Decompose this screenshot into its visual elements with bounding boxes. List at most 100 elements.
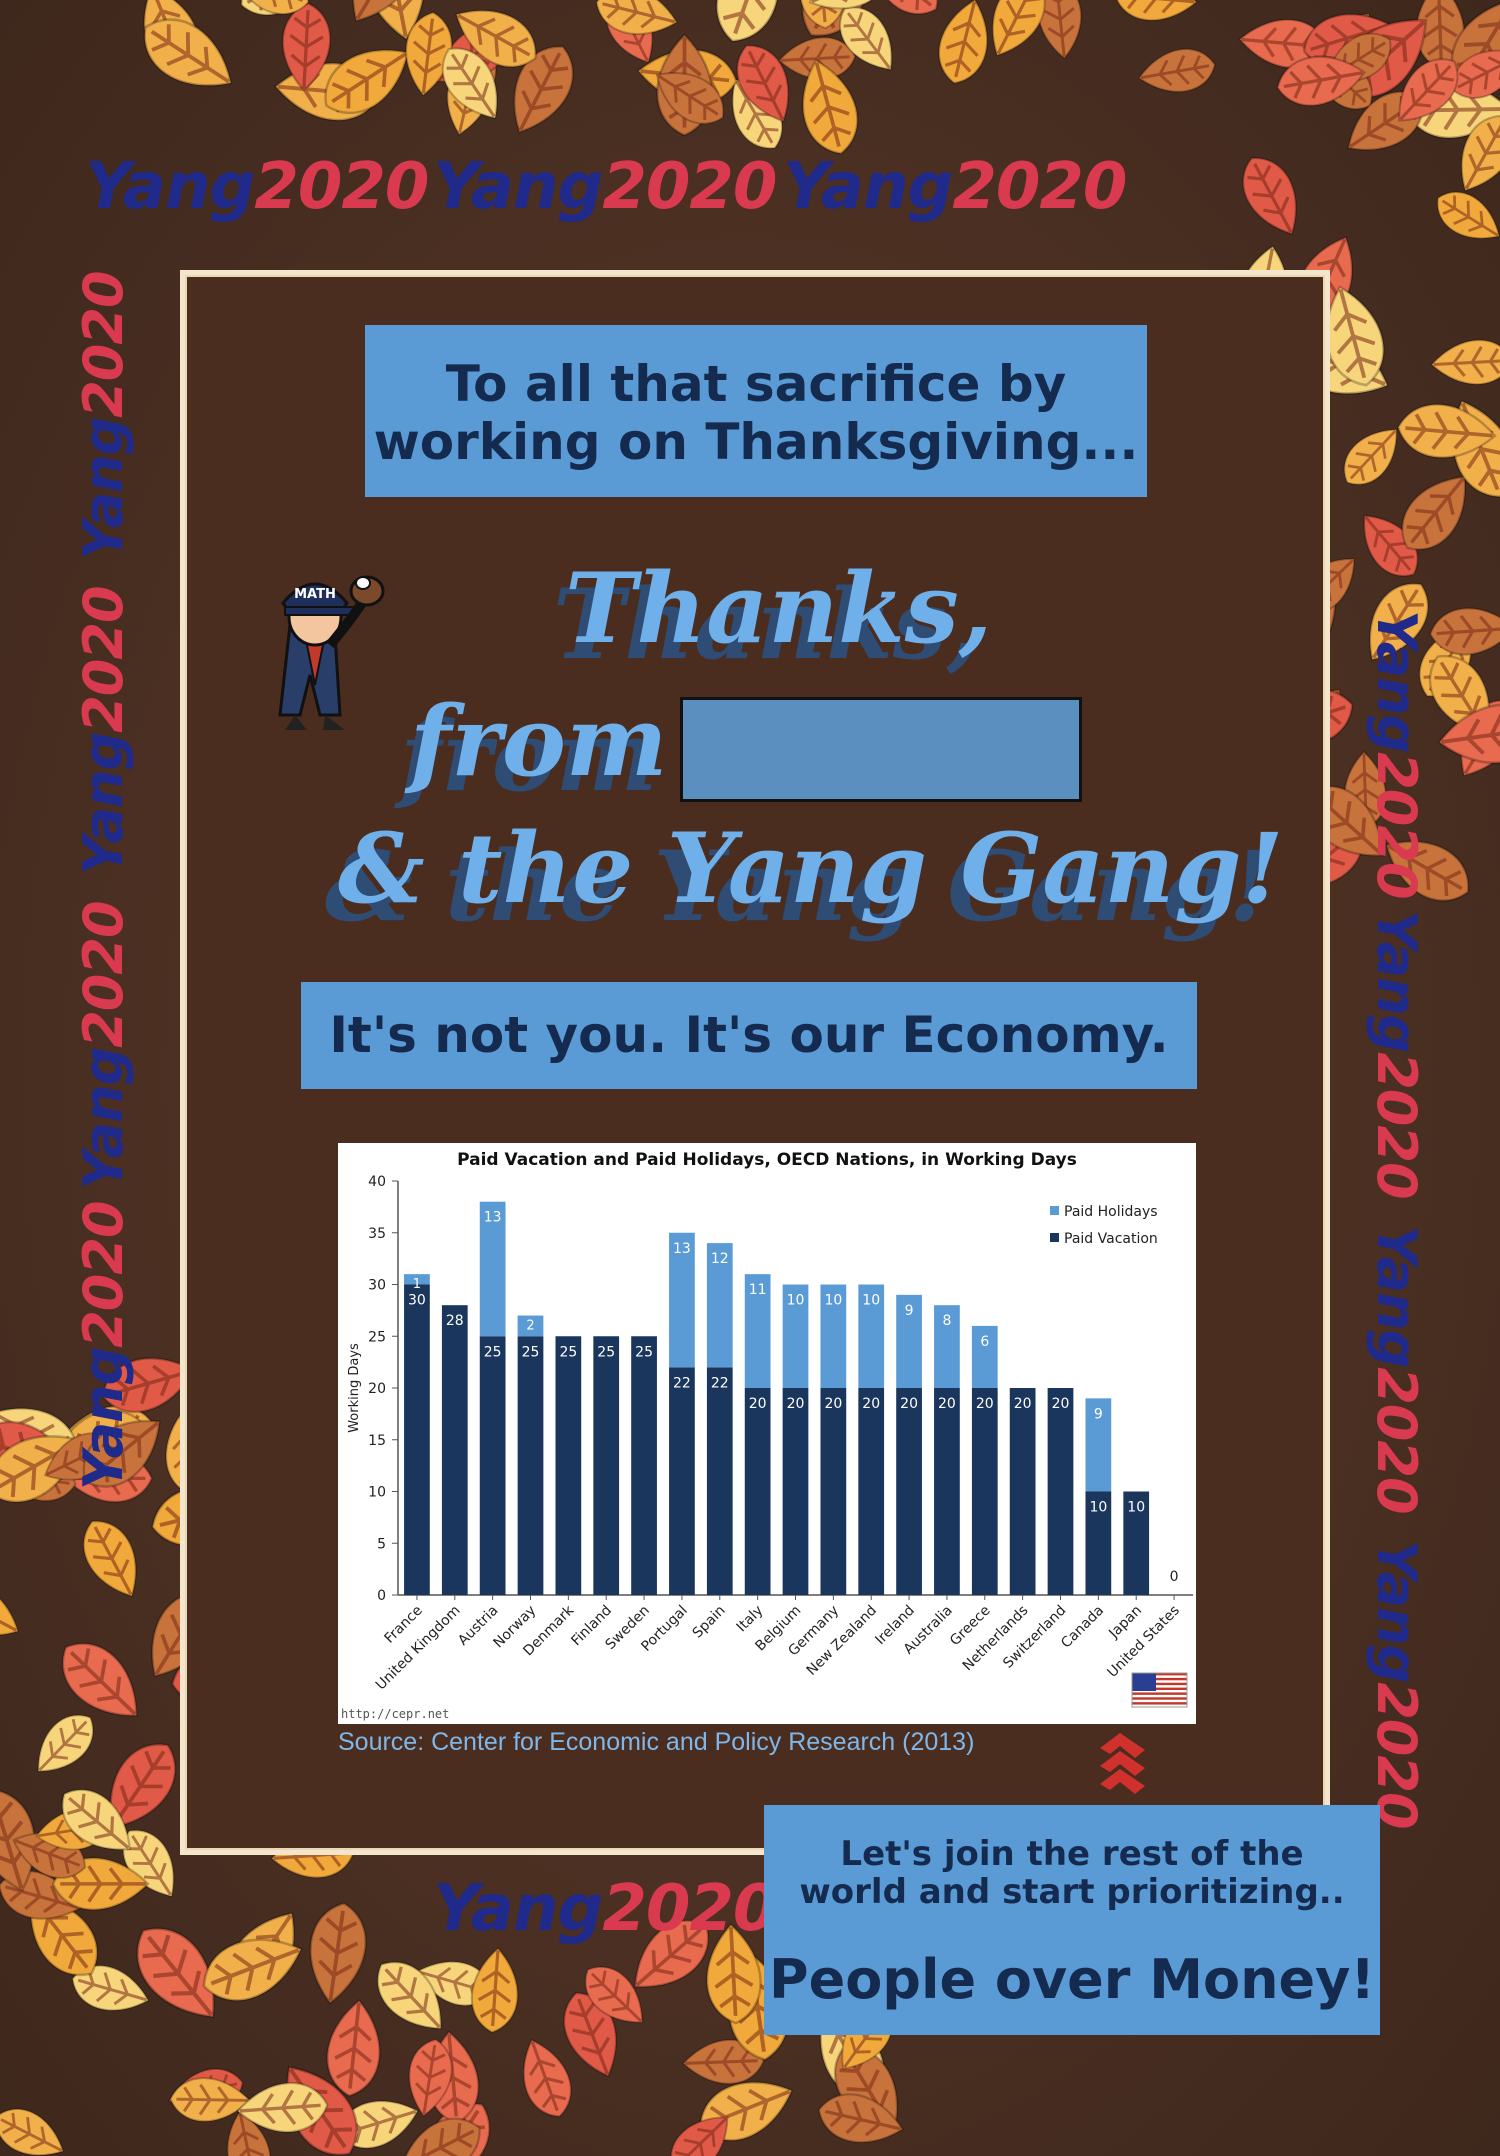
x-tick-label: Spain xyxy=(690,1603,729,1642)
leaf-icon xyxy=(0,1788,36,1893)
chart-watermark: http://cepr.net xyxy=(341,1707,449,1721)
bar-paid-holidays xyxy=(706,1243,733,1368)
data-label-vacation: 22 xyxy=(673,1375,691,1391)
leaf-icon xyxy=(833,2046,899,2134)
bar-paid-vacation xyxy=(1009,1388,1036,1595)
logo-yang-text: Yang xyxy=(433,150,603,224)
leaf-icon xyxy=(227,1912,295,1999)
bar-paid-vacation xyxy=(971,1388,998,1595)
leaf-icon xyxy=(408,2038,453,2118)
logo-year-text: 2020 xyxy=(254,150,429,224)
data-label-vacation: 25 xyxy=(635,1344,653,1360)
logo-top-1: Yang2020 xyxy=(85,150,429,224)
banner-people-over-money: Let's join the rest of the world and sta… xyxy=(764,1805,1380,2035)
logo-yang-text: Yang xyxy=(1365,1225,1428,1368)
leaf-icon xyxy=(273,61,381,122)
leaf-icon xyxy=(1341,18,1428,99)
leaf-icon xyxy=(454,9,537,68)
leaf-icon xyxy=(1436,191,1500,240)
leaf-icon xyxy=(1242,157,1297,236)
data-label-vacation: 25 xyxy=(597,1344,615,1360)
leaf-icon xyxy=(1450,0,1500,90)
y-tick-label: 40 xyxy=(368,1174,386,1190)
y-tick-label: 10 xyxy=(368,1485,386,1501)
leaf-icon xyxy=(839,6,893,71)
leaf-icon xyxy=(1460,115,1500,192)
leaf-icon xyxy=(0,1446,50,1488)
bar-paid-vacation xyxy=(820,1388,847,1595)
banner-economy: It's not you. It's our Economy. xyxy=(301,982,1197,1089)
bar-paid-vacation xyxy=(479,1336,506,1595)
leaf-icon xyxy=(0,1582,20,1637)
leaf-icon xyxy=(0,1870,82,1920)
bar-paid-holidays xyxy=(896,1294,922,1388)
logo-yang-text: Yang xyxy=(72,417,135,560)
logo-year-text: 2020 xyxy=(72,271,135,418)
logo-yang-text: Yang xyxy=(72,1347,135,1490)
leaf-icon xyxy=(143,18,233,87)
leaf-icon xyxy=(326,1998,381,2098)
bar-paid-holidays xyxy=(744,1274,771,1388)
bar-paid-vacation xyxy=(593,1336,620,1595)
data-label-holidays: 10 xyxy=(862,1293,880,1309)
leaf-icon xyxy=(1437,703,1500,765)
bar-paid-holidays xyxy=(517,1315,544,1337)
chevron-stripes-icon xyxy=(1100,1733,1145,1794)
logo-top-3: Yang2020 xyxy=(783,150,1127,224)
leaf-icon xyxy=(681,2038,765,2085)
leaf-icon xyxy=(35,1808,109,1851)
bar-paid-holidays xyxy=(1085,1398,1112,1492)
logo-year-text: 2020 xyxy=(72,901,135,1048)
data-label-holidays: 13 xyxy=(673,1241,691,1257)
leaf-icon xyxy=(0,2108,65,2156)
logo-year-text: 2020 xyxy=(72,586,135,733)
leaf-icon xyxy=(1429,607,1500,656)
leaf-icon xyxy=(1430,339,1500,386)
banner-bottom-lines: Let's join the rest of the world and sta… xyxy=(764,1835,1380,1911)
leaf-icon xyxy=(715,0,780,43)
y-tick-label: 0 xyxy=(377,1588,386,1604)
x-tick-label: Canada xyxy=(1058,1603,1107,1652)
leaf-icon xyxy=(736,44,790,123)
legend-swatch xyxy=(1050,1233,1059,1242)
bar-paid-vacation xyxy=(669,1367,695,1595)
leaf-icon xyxy=(1460,699,1500,777)
leaf-icon xyxy=(226,2110,271,2156)
leaf-icon xyxy=(1314,55,1373,110)
bar-paid-holidays xyxy=(782,1284,809,1388)
data-label-vacation: 28 xyxy=(446,1313,464,1329)
data-label-vacation: 20 xyxy=(787,1396,805,1412)
leaf-icon xyxy=(143,0,201,75)
headline-from-shadow: from xyxy=(400,700,658,813)
leaf-icon xyxy=(12,1832,87,1879)
leaf-icon xyxy=(513,45,574,134)
us-flag-stripe xyxy=(1132,1673,1187,1676)
logo-yang-text: Yang xyxy=(783,150,953,224)
data-label-vacation: 0 xyxy=(1170,1569,1179,1585)
leaf-icon xyxy=(436,25,508,84)
leaf-icon xyxy=(441,47,498,120)
bar-paid-vacation xyxy=(631,1336,657,1595)
leaf-icon xyxy=(801,0,871,37)
chart-source-note: Source: Center for Economic and Policy R… xyxy=(338,1728,975,1756)
y-tick-label: 15 xyxy=(368,1433,386,1449)
data-label-holidays: 1 xyxy=(413,1277,421,1292)
leaf-icon xyxy=(423,2102,491,2156)
logo-left-4: Yang2020 xyxy=(72,1201,135,1490)
bar-paid-holidays xyxy=(404,1274,430,1285)
us-flag-stripe xyxy=(1132,1702,1187,1705)
banner-bottom-line1: Let's join the rest of the xyxy=(840,1834,1304,1874)
bar-paid-vacation xyxy=(404,1284,430,1595)
data-label-vacation: 20 xyxy=(976,1396,994,1412)
leaf-icon xyxy=(1396,403,1497,459)
leaf-icon xyxy=(1451,49,1500,99)
leaf-icon xyxy=(1347,90,1424,151)
leaf-icon xyxy=(563,1991,618,2078)
logo-right-4: Yang2020 xyxy=(1365,1540,1428,1829)
leaf-icon xyxy=(29,1895,99,1977)
data-label-holidays: 9 xyxy=(1094,1406,1103,1422)
data-label-holidays: 6 xyxy=(980,1334,989,1350)
bar-paid-vacation xyxy=(858,1388,885,1595)
leaf-icon xyxy=(232,0,310,15)
logo-yang-text: Yang xyxy=(1365,1540,1428,1683)
